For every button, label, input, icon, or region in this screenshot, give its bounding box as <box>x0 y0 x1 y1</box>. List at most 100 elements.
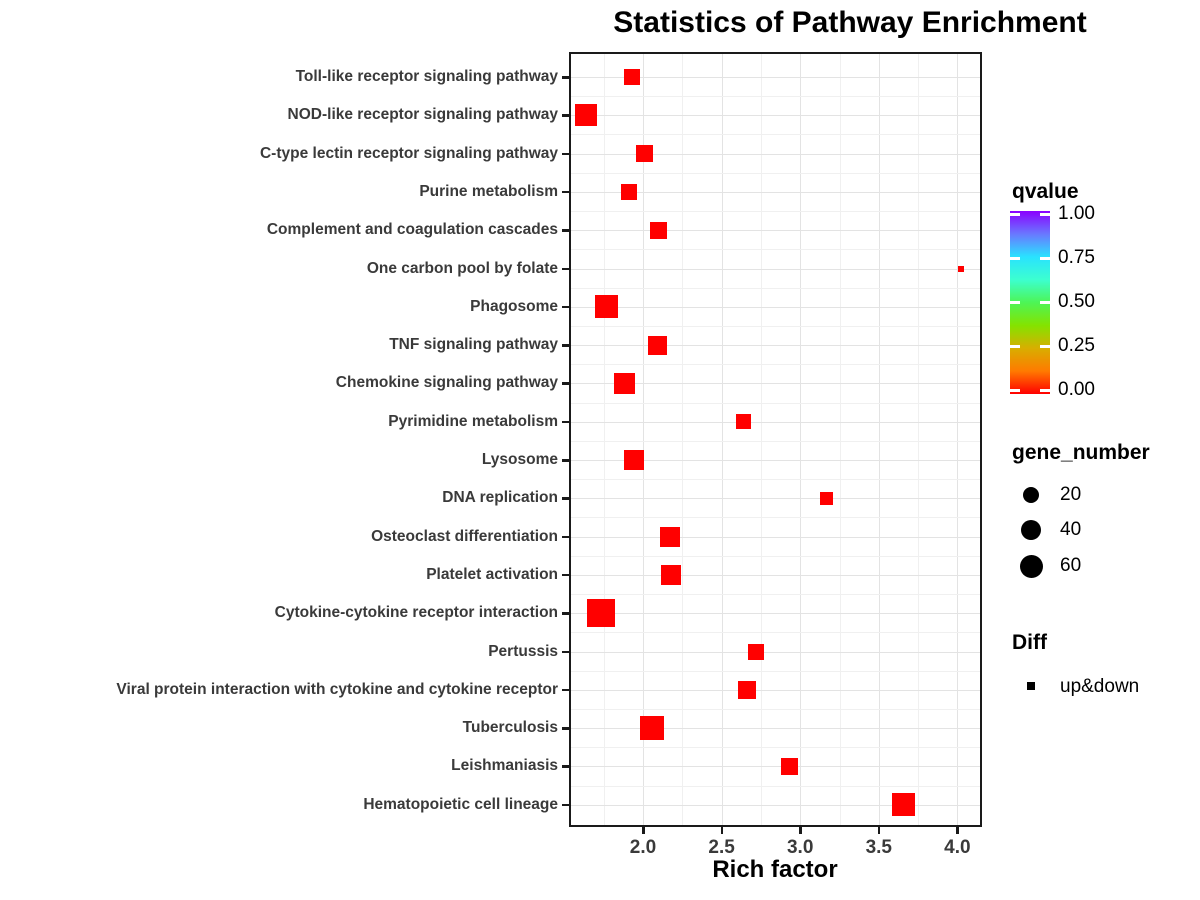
y-axis-tick <box>562 573 570 577</box>
y-axis-label: Phagosome <box>470 297 558 315</box>
diff-updown-marker-icon <box>1027 682 1035 690</box>
x-axis-tick <box>956 827 959 834</box>
y-axis-label: Leishmaniasis <box>451 757 558 775</box>
gridline-vertical-major <box>878 54 880 825</box>
y-axis-tick <box>562 612 570 615</box>
gridline-horizontal-major <box>571 766 980 768</box>
data-point <box>892 793 916 817</box>
colorbar-tick <box>1010 345 1020 348</box>
data-point <box>640 716 665 741</box>
y-axis-label: Pertussis <box>488 642 558 660</box>
y-axis-label: Cytokine-cytokine receptor interaction <box>274 604 558 622</box>
gridline-horizontal-minor <box>571 708 980 710</box>
data-point <box>820 491 834 505</box>
gene-number-label: 20 <box>1060 484 1082 505</box>
colorbar-tick <box>1010 301 1020 304</box>
gridline-vertical-major <box>957 54 959 825</box>
y-axis-label: Osteoclast differentiation <box>371 527 558 545</box>
colorbar-tick-label: 1.00 <box>1058 203 1095 224</box>
data-point <box>661 564 682 585</box>
plot-panel <box>571 54 980 825</box>
y-axis-label: One carbon pool by folate <box>366 259 558 277</box>
data-point <box>623 69 640 85</box>
y-axis-label: Purine metabolism <box>419 182 558 200</box>
gridline-horizontal-minor <box>571 249 980 251</box>
y-axis-label: TNF signaling pathway <box>389 336 558 354</box>
legend-diff-title: Diff <box>1012 631 1047 654</box>
y-axis-tick <box>562 305 570 309</box>
gridline-horizontal-minor <box>571 96 980 98</box>
y-axis-tick <box>562 229 570 232</box>
data-point <box>737 680 756 699</box>
gridline-horizontal-minor <box>571 172 980 174</box>
y-axis-tick <box>562 688 570 692</box>
gridline-horizontal-minor <box>571 364 980 366</box>
legend-qvalue-title: qvalue <box>1012 180 1079 203</box>
x-axis-tick <box>799 827 802 834</box>
x-axis-title: Rich factor <box>712 856 838 883</box>
x-axis-tick-label: 3.5 <box>865 837 892 858</box>
diff-updown-label: up&down <box>1060 676 1140 697</box>
data-point <box>613 372 635 394</box>
gridline-horizontal-major <box>571 115 980 117</box>
gridline-horizontal-major <box>571 460 980 461</box>
y-axis-label: Complement and coagulation cascades <box>266 221 558 239</box>
x-axis-tick-label: 2.0 <box>629 837 657 858</box>
colorbar-tick <box>1010 389 1020 392</box>
gridline-vertical-major <box>721 54 723 825</box>
gridline-horizontal-minor <box>571 134 980 136</box>
y-axis-label: Toll-like receptor signaling pathway <box>295 68 558 85</box>
colorbar-tick-label: 0.50 <box>1058 291 1095 312</box>
y-axis-label: Pyrimidine metabolism <box>388 412 558 430</box>
y-axis-tick <box>562 190 570 194</box>
gridline-horizontal-minor <box>571 594 980 596</box>
gridline-horizontal-major <box>571 191 980 193</box>
colorbar-tick-label: 0.00 <box>1058 379 1095 400</box>
data-point <box>659 526 680 547</box>
y-axis-label: Lysosome <box>481 451 558 468</box>
x-axis-tick <box>642 827 645 834</box>
gridline-horizontal-minor <box>571 402 980 404</box>
gridline-horizontal-major <box>571 383 980 385</box>
y-axis-label: Chemokine signaling pathway <box>335 374 558 392</box>
legend-gene-number-title: gene_number <box>1012 441 1150 464</box>
x-axis-tick-label: 4.0 <box>944 837 971 858</box>
x-axis-tick-label: 3.0 <box>786 837 814 858</box>
data-point <box>620 183 637 200</box>
gridline-horizontal-minor <box>571 325 980 327</box>
y-axis-tick <box>562 114 570 117</box>
gridline-horizontal-minor <box>571 440 980 442</box>
gene-number-circle-icon <box>1019 554 1043 578</box>
gridline-horizontal-minor <box>571 287 980 289</box>
y-axis-label: Platelet activation <box>426 565 558 583</box>
gridline-horizontal-major <box>571 689 980 691</box>
gene-number-circle-icon <box>1023 487 1039 503</box>
colorbar-tick <box>1040 389 1050 392</box>
gridline-horizontal-major <box>571 728 980 730</box>
x-axis-tick <box>877 827 881 834</box>
gridline-horizontal-minor <box>571 785 980 787</box>
data-point <box>575 104 598 127</box>
gridline-vertical-minor <box>603 54 605 825</box>
chart-title: Statistics of Pathway Enrichment <box>613 6 1087 39</box>
gridline-horizontal-major <box>571 306 980 308</box>
gridline-vertical-minor <box>918 54 920 825</box>
gridline-horizontal-major <box>571 421 980 423</box>
data-point <box>623 450 644 470</box>
y-axis-tick <box>562 152 570 156</box>
gridline-vertical-minor <box>682 54 684 825</box>
gridline-vertical-major <box>643 54 644 825</box>
gridline-horizontal-major <box>571 268 980 270</box>
y-axis-tick <box>562 765 570 768</box>
y-axis-label: C-type lectin receptor signaling pathway <box>259 144 558 162</box>
y-axis-label: DNA replication <box>442 489 558 507</box>
data-point <box>647 335 667 355</box>
gridline-horizontal-minor <box>571 747 980 749</box>
x-axis-tick-label: 2.5 <box>708 837 735 858</box>
y-axis-label: Hematopoietic cell lineage <box>363 795 558 813</box>
colorbar-tick <box>1010 213 1020 216</box>
data-point <box>636 145 654 163</box>
data-point <box>595 295 619 319</box>
y-axis-label: Viral protein interaction with cytokine … <box>116 680 558 698</box>
